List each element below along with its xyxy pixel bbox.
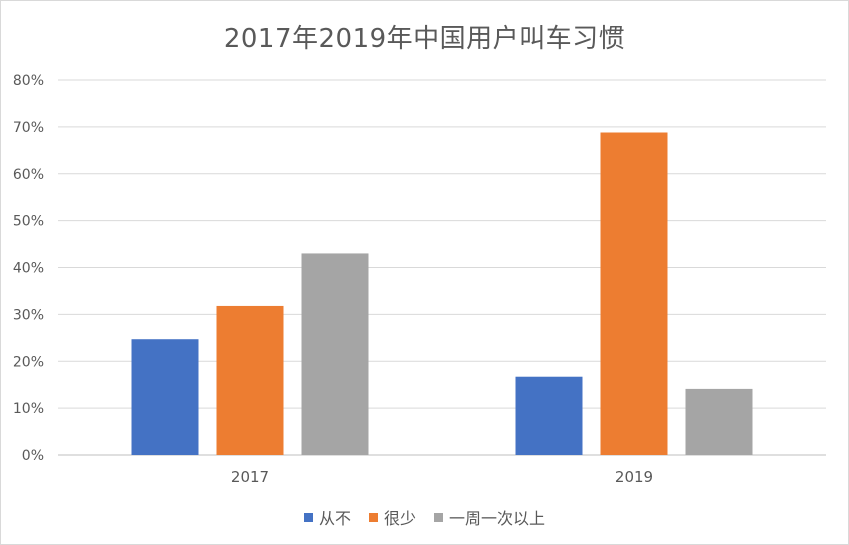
legend-item: 一周一次以上 <box>434 505 545 529</box>
x-category-label: 2019 <box>615 468 653 486</box>
y-tick-label: 70% <box>13 120 44 136</box>
legend-label: 从不 <box>318 509 351 528</box>
legend: 从不 很少 一周一次以上 <box>0 505 849 529</box>
y-tick-label: 60% <box>13 167 44 183</box>
y-tick-label: 10% <box>13 401 44 417</box>
legend-swatch <box>303 512 313 522</box>
bar-2019-很少 <box>600 132 668 455</box>
y-tick-label: 20% <box>13 354 44 370</box>
y-tick-label: 0% <box>22 448 44 464</box>
legend-item: 从不 <box>303 505 351 529</box>
legend-swatch <box>434 512 443 522</box>
y-tick-label: 40% <box>13 261 44 277</box>
y-tick-label: 80% <box>13 73 44 89</box>
legend-label: 很少 <box>383 509 416 528</box>
bar-2017-很少 <box>216 305 284 455</box>
legend-label: 一周一次以上 <box>449 509 546 528</box>
x-category-label: 2017 <box>231 468 269 486</box>
legend-swatch <box>368 512 378 522</box>
y-tick-label: 30% <box>13 307 44 323</box>
chart-title: 2017年2019年中国用户叫车习惯 <box>223 24 626 54</box>
bar-2019-从不 <box>515 376 583 455</box>
bar-2017-从不 <box>131 339 199 455</box>
legend-item: 很少 <box>368 505 416 529</box>
bar-2019-一周一次以上 <box>685 388 753 455</box>
y-tick-label: 50% <box>13 214 44 230</box>
bar-2017-一周一次以上 <box>301 253 369 455</box>
